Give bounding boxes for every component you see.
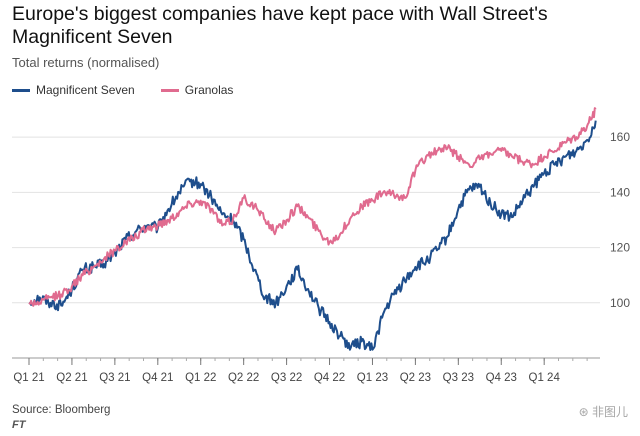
y-axis: 100 120 140 160 [610,130,630,310]
legend-item-granolas: Granolas [160,83,234,97]
y-tick-label: 140 [610,185,630,199]
x-tick-label: Q3 22 [271,372,302,384]
y-tick-label: 120 [610,241,630,255]
legend-label-granolas: Granolas [184,83,234,97]
source-note: Source: Bloomberg [12,404,111,416]
x-tick-label: Q3 21 [99,372,130,384]
legend-swatch-granolas [160,88,179,92]
series-line-magnificent-seven [28,120,597,351]
series-lines [28,107,597,351]
x-tick-label: Q1 24 [529,372,561,384]
chart-title: Europe's biggest companies have kept pac… [12,3,548,48]
ft-logo: FT [12,419,26,431]
x-tick-label: Q4 22 [314,372,345,384]
y-tick-label: 100 [610,296,630,310]
x-tick-label: Q4 21 [142,372,173,384]
x-tick-label: Q1 23 [357,372,388,384]
legend-item-magnificent-seven: Magnificent Seven [12,83,135,97]
y-tick-label: 160 [610,130,630,144]
series-line-granolas [28,107,597,307]
x-tick-label: Q2 23 [400,372,431,384]
x-axis: Q1 21 Q2 21 Q3 21 Q4 21 Q1 22 Q2 22 Q3 22 Q4 22… [12,357,600,384]
x-tick-label: Q2 22 [228,372,259,384]
legend-swatch-magnificent-seven [12,88,30,92]
watermark: ⊛ 非图儿 [578,405,628,419]
x-tick-label: Q1 21 [13,372,44,384]
x-tick-label: Q1 22 [185,372,216,384]
x-tick-label: Q4 23 [486,372,517,384]
legend-label-magnificent-seven: Magnificent Seven [36,83,135,97]
x-tick-label: Q2 21 [56,372,87,384]
legend: Magnificent Seven Granolas [12,83,233,97]
chart-subtitle: Total returns (normalised) [12,55,160,70]
gridlines [12,136,600,304]
x-tick-label: Q3 23 [443,372,474,384]
